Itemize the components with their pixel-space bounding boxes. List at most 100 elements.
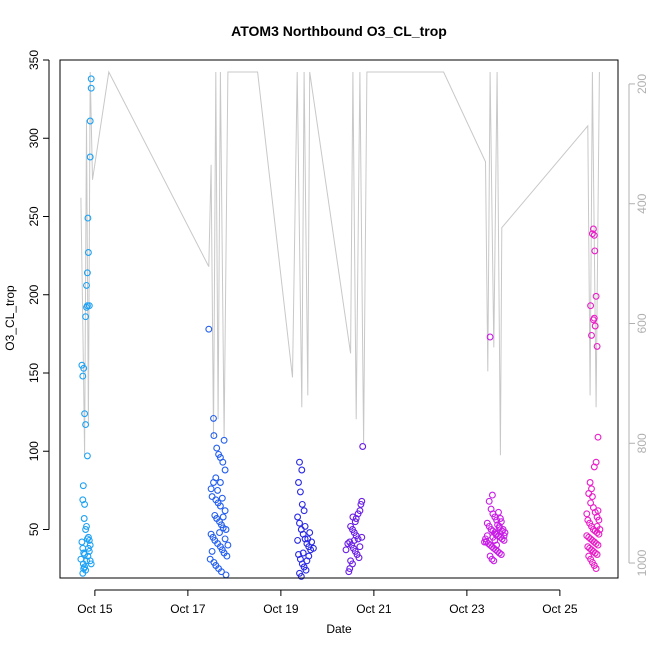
data-point bbox=[80, 364, 88, 372]
data-point bbox=[594, 507, 602, 515]
data-point bbox=[86, 153, 94, 161]
x-tick-label: Oct 25 bbox=[542, 602, 578, 616]
data-point bbox=[83, 452, 91, 460]
data-point bbox=[496, 515, 504, 522]
data-point bbox=[500, 532, 508, 540]
data-point bbox=[495, 549, 503, 557]
data-point bbox=[342, 546, 350, 554]
data-point bbox=[221, 507, 229, 515]
data-point bbox=[219, 513, 227, 521]
data-point bbox=[482, 535, 489, 543]
data-point bbox=[87, 84, 95, 92]
data-point bbox=[490, 557, 498, 565]
data-point bbox=[83, 535, 91, 543]
data-point bbox=[216, 529, 223, 537]
data-point bbox=[223, 552, 231, 560]
data-point bbox=[306, 529, 314, 537]
data-point bbox=[488, 491, 496, 499]
data-point bbox=[359, 443, 367, 450]
data-point bbox=[216, 479, 224, 486]
data-point bbox=[83, 557, 90, 565]
x-tick-label: Oct 17 bbox=[170, 602, 206, 616]
data-point bbox=[81, 500, 89, 508]
data-point bbox=[208, 547, 216, 555]
profile-line bbox=[80, 70, 600, 456]
data-point bbox=[206, 555, 214, 563]
series-6 bbox=[583, 225, 604, 573]
data-point bbox=[210, 414, 217, 422]
y-tick-label: 100 bbox=[27, 441, 41, 461]
right-axis: 200 400 600 800 1000 bbox=[628, 74, 649, 576]
data-point bbox=[595, 516, 603, 524]
data-point bbox=[354, 535, 362, 543]
data-point bbox=[355, 554, 363, 562]
data-point bbox=[585, 490, 593, 497]
data-point bbox=[217, 568, 225, 576]
y-tick-label: 50 bbox=[27, 523, 41, 537]
data-point bbox=[84, 533, 92, 541]
data-point bbox=[79, 482, 87, 490]
data-point bbox=[301, 522, 309, 530]
chart-title: ATOM3 Northbound O3_CL_trop bbox=[231, 23, 447, 39]
data-point bbox=[357, 500, 365, 508]
right-tick-label: 800 bbox=[635, 433, 649, 453]
data-point bbox=[300, 507, 308, 515]
series-2 bbox=[205, 325, 232, 579]
data-point bbox=[220, 436, 228, 444]
data-point bbox=[588, 230, 596, 238]
data-point bbox=[593, 342, 601, 350]
data-point bbox=[350, 536, 358, 544]
data-point bbox=[346, 565, 354, 573]
right-tick-label: 400 bbox=[635, 193, 649, 213]
series-4 bbox=[342, 443, 367, 576]
data-point bbox=[296, 488, 304, 496]
data-point bbox=[210, 432, 218, 440]
data-point bbox=[84, 214, 92, 222]
data-point bbox=[583, 510, 591, 518]
data-point bbox=[592, 540, 600, 548]
x-tick-label: Oct 21 bbox=[356, 602, 392, 616]
right-tick-label: 1000 bbox=[635, 549, 649, 576]
data-point bbox=[493, 541, 501, 549]
data-point bbox=[295, 479, 302, 486]
data-point bbox=[592, 565, 600, 573]
data-point bbox=[216, 502, 224, 510]
data-point bbox=[297, 572, 305, 580]
data-point bbox=[309, 544, 317, 552]
data-point bbox=[356, 543, 364, 551]
x-tick-label: Oct 23 bbox=[449, 602, 485, 616]
data-point bbox=[85, 302, 93, 310]
data-point bbox=[588, 331, 595, 339]
data-point bbox=[590, 463, 598, 471]
data-point bbox=[481, 538, 488, 546]
data-point bbox=[586, 479, 594, 486]
profile-line-layer bbox=[80, 70, 600, 456]
data-point bbox=[222, 571, 230, 579]
data-point bbox=[345, 568, 353, 576]
plot-frame bbox=[59, 59, 619, 579]
data-point bbox=[213, 444, 221, 452]
data-point bbox=[358, 533, 366, 541]
data-point bbox=[298, 466, 306, 474]
data-point bbox=[588, 493, 596, 501]
data-point bbox=[207, 485, 215, 493]
data-point bbox=[81, 551, 89, 558]
data-point bbox=[486, 333, 494, 341]
data-point bbox=[222, 526, 230, 533]
data-point bbox=[497, 551, 505, 558]
data-point bbox=[80, 515, 88, 522]
data-point bbox=[221, 466, 229, 474]
data-point bbox=[302, 566, 310, 574]
data-point bbox=[352, 515, 360, 522]
data-point bbox=[219, 458, 227, 466]
data-point bbox=[591, 549, 599, 557]
data-point bbox=[591, 322, 599, 330]
y-tick-label: 250 bbox=[27, 206, 41, 226]
data-point bbox=[344, 540, 352, 548]
data-point bbox=[208, 493, 216, 501]
data-point bbox=[308, 538, 316, 546]
data-point bbox=[84, 249, 92, 256]
data-point bbox=[85, 547, 93, 555]
data-point bbox=[294, 513, 302, 521]
data-point bbox=[86, 557, 94, 565]
